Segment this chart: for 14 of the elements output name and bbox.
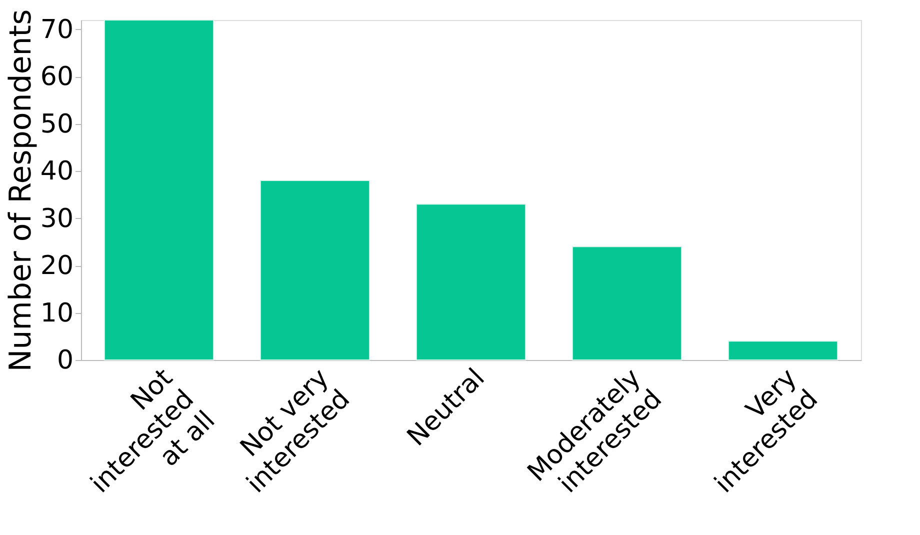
y-tick-label: 40: [40, 156, 74, 187]
y-tick-label: 60: [40, 62, 74, 92]
y-tick-label: 20: [40, 251, 74, 282]
y-tick-label: 30: [40, 204, 74, 234]
bar: [728, 340, 838, 360]
y-tick-label: 10: [40, 298, 74, 328]
bar: [260, 180, 370, 360]
bar: [104, 20, 214, 360]
bar: [416, 204, 526, 360]
y-tick-label: 50: [40, 109, 74, 140]
y-tick-label: 0: [56, 346, 74, 376]
y-tick-label: 70: [40, 14, 74, 45]
bar: [572, 246, 682, 360]
y-axis-title: Number of Respondents: [3, 9, 38, 372]
